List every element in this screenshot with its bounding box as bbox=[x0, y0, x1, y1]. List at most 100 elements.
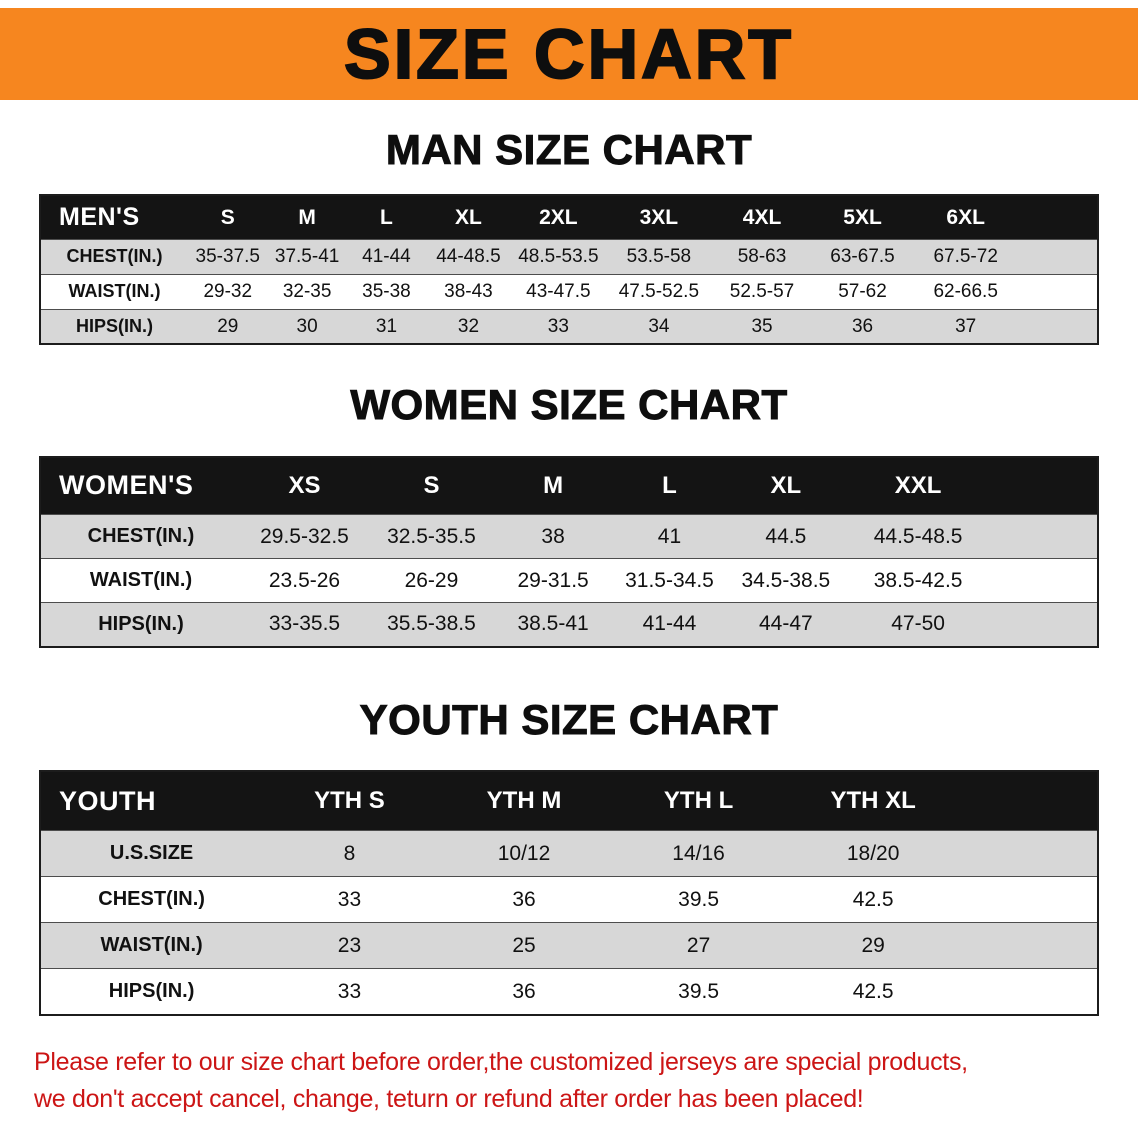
size-value-cell: 43-47.5 bbox=[526, 280, 591, 302]
size-value-cell: 30 bbox=[296, 315, 318, 337]
row-label-cell: CHEST(IN.) bbox=[98, 888, 205, 911]
column-header-cell: XS bbox=[288, 471, 321, 499]
row-label-cell: WAIST(IN.) bbox=[100, 934, 203, 957]
women-table-title-cell: WOMEN'S bbox=[59, 470, 194, 501]
size-value-cell: 29 bbox=[861, 933, 885, 957]
size-value-cell: 67.5-72 bbox=[933, 245, 998, 267]
column-header-cell: 2XL bbox=[539, 205, 578, 229]
column-header-cell: M bbox=[298, 205, 316, 229]
men-chest-row: CHEST(IN.) 35-37.5 37.5-41 41-44 44-48.5… bbox=[40, 239, 1098, 275]
size-value-cell: 23 bbox=[337, 933, 362, 957]
size-value-cell: 33 bbox=[547, 315, 569, 337]
size-value-cell: 41-44 bbox=[642, 612, 697, 636]
size-value-cell: 29.5-32.5 bbox=[260, 524, 349, 548]
size-value-cell: 27 bbox=[686, 933, 711, 957]
size-value-cell: 32.5-35.5 bbox=[387, 524, 476, 548]
men-header-row: MEN'S S M L XL 2XL 3XL 4XL 5XL 6XL bbox=[40, 195, 1098, 240]
size-value-cell: 37 bbox=[955, 315, 977, 337]
size-value-cell: 29-32 bbox=[203, 280, 253, 302]
size-value-cell: 39.5 bbox=[678, 887, 720, 911]
size-value-cell: 52.5-57 bbox=[729, 280, 795, 302]
size-value-cell: 48.5-53.5 bbox=[518, 245, 599, 267]
size-value-cell: 36 bbox=[851, 315, 874, 337]
size-value-cell: 38 bbox=[541, 524, 565, 548]
size-value-cell: 63-67.5 bbox=[830, 245, 895, 267]
size-chart-banner: SIZE CHART bbox=[0, 8, 1138, 100]
youth-chart-heading: YOUTH SIZE CHART bbox=[359, 695, 779, 743]
spacer-cell bbox=[992, 559, 1098, 603]
spacer-cell bbox=[960, 771, 1098, 831]
women-hips-row: HIPS(IN.) 33-35.5 35.5-38.5 38.5-41 41-4… bbox=[40, 602, 1098, 647]
column-header-cell: M bbox=[543, 471, 564, 499]
size-value-cell: 25 bbox=[512, 933, 536, 957]
column-header-cell: S bbox=[423, 471, 440, 499]
size-value-cell: 44.5-48.5 bbox=[873, 524, 963, 548]
column-header-cell: S bbox=[220, 205, 235, 229]
women-header-row: WOMEN'S XS S M L XL XXL bbox=[40, 456, 1098, 515]
men-size-chart-section: MAN SIZE CHART MEN'S S M L XL 2XL 3XL 4X… bbox=[0, 125, 1138, 346]
column-header-cell: YTH L bbox=[663, 787, 734, 815]
size-value-cell: 35-37.5 bbox=[195, 245, 260, 267]
men-size-table: MEN'S S M L XL 2XL 3XL 4XL 5XL 6XL CHEST… bbox=[39, 194, 1099, 346]
size-value-cell: 34 bbox=[648, 315, 670, 337]
size-value-cell: 62-66.5 bbox=[933, 280, 998, 302]
row-label-cell: HIPS(IN.) bbox=[108, 980, 195, 1003]
banner-title: SIZE CHART bbox=[343, 15, 794, 93]
column-header-cell: XL bbox=[770, 471, 802, 499]
size-value-cell: 33 bbox=[337, 979, 362, 1003]
column-header-cell: 6XL bbox=[946, 205, 985, 229]
youth-header-row: YOUTH YTH S YTH M YTH L YTH XL bbox=[40, 770, 1098, 831]
women-chest-row: CHEST(IN.) 29.5-32.5 32.5-35.5 38 41 44.… bbox=[40, 514, 1098, 559]
size-value-cell: 35-38 bbox=[362, 280, 411, 302]
women-chart-heading: WOMEN SIZE CHART bbox=[350, 381, 788, 429]
youth-ussize-row: U.S.SIZE 8 10/12 14/16 18/20 bbox=[40, 830, 1098, 877]
size-value-cell: 32 bbox=[457, 315, 480, 337]
size-value-cell: 39.5 bbox=[678, 979, 720, 1003]
youth-table-title-cell: YOUTH bbox=[59, 785, 156, 816]
row-label-cell: CHEST(IN.) bbox=[87, 525, 195, 548]
size-value-cell: 8 bbox=[343, 841, 356, 865]
men-waist-row: WAIST(IN.) 29-32 32-35 35-38 38-43 43-47… bbox=[40, 274, 1098, 310]
women-size-table: WOMEN'S XS S M L XL XXL CHEST(IN.) 29.5-… bbox=[39, 455, 1099, 648]
size-value-cell: 33-35.5 bbox=[268, 612, 341, 636]
size-value-cell: 44.5 bbox=[765, 524, 807, 548]
column-header-cell: L bbox=[662, 471, 677, 499]
size-value-cell: 38-43 bbox=[444, 280, 493, 302]
row-label-cell: WAIST(IN.) bbox=[68, 281, 161, 302]
youth-size-chart-section: YOUTH SIZE CHART YOUTH YTH S YTH M YTH L… bbox=[0, 695, 1138, 1016]
row-label-cell: CHEST(IN.) bbox=[66, 246, 163, 267]
size-value-cell: 36 bbox=[512, 887, 536, 911]
column-header-cell: 4XL bbox=[742, 205, 782, 229]
spacer-cell bbox=[992, 603, 1098, 647]
size-value-cell: 41 bbox=[657, 524, 682, 548]
size-value-cell: 31.5-34.5 bbox=[625, 568, 714, 592]
column-header-cell: YTH M bbox=[486, 787, 562, 815]
size-value-cell: 34.5-38.5 bbox=[741, 568, 831, 592]
size-value-cell: 10/12 bbox=[497, 841, 551, 865]
size-value-cell: 58-63 bbox=[737, 245, 787, 267]
spacer-cell bbox=[1019, 274, 1098, 309]
youth-hips-row: HIPS(IN.) 33 36 39.5 42.5 bbox=[40, 968, 1098, 1015]
men-hips-row: HIPS(IN.) 29 30 31 32 33 34 35 36 37 bbox=[40, 309, 1098, 345]
size-value-cell: 53.5-58 bbox=[626, 245, 692, 267]
size-value-cell: 23.5-26 bbox=[268, 568, 341, 592]
column-header-cell: YTH S bbox=[314, 787, 385, 815]
column-header-cell: L bbox=[380, 205, 393, 229]
spacer-cell bbox=[960, 877, 1098, 923]
disclaimer-line-2: we don't accept cancel, change, teturn o… bbox=[34, 1085, 864, 1114]
size-value-cell: 47.5-52.5 bbox=[618, 280, 700, 302]
size-value-cell: 41-44 bbox=[362, 245, 411, 267]
spacer-cell bbox=[960, 969, 1098, 1015]
size-value-cell: 29 bbox=[217, 315, 239, 337]
size-value-cell: 35.5-38.5 bbox=[387, 612, 476, 636]
size-value-cell: 31 bbox=[375, 315, 398, 337]
spacer-cell bbox=[1019, 309, 1098, 344]
row-label-cell: WAIST(IN.) bbox=[89, 569, 193, 592]
size-value-cell: 38.5-42.5 bbox=[873, 568, 963, 592]
size-value-cell: 37.5-41 bbox=[274, 245, 340, 267]
size-value-cell: 36 bbox=[512, 979, 536, 1003]
column-header-cell: XL bbox=[455, 205, 482, 229]
size-value-cell: 26-29 bbox=[404, 568, 459, 592]
size-value-cell: 47-50 bbox=[891, 612, 945, 636]
size-value-cell: 38.5-41 bbox=[517, 612, 589, 636]
